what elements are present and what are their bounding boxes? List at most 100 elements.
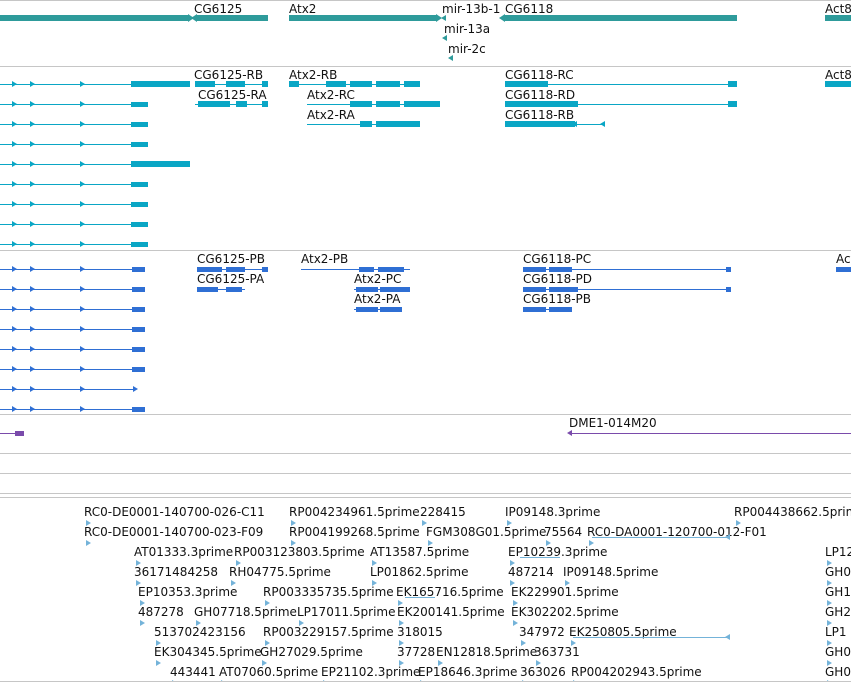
arrow-right-icon	[12, 326, 17, 332]
est-label: EP21102.3prime	[321, 665, 421, 679]
arrow-right-icon	[136, 560, 141, 566]
gene-label: Atx2	[289, 2, 317, 16]
est-label: 513702423156	[154, 625, 246, 639]
exon-block	[505, 101, 578, 107]
arrow-right-icon	[12, 366, 17, 372]
arrow-right-icon	[30, 81, 35, 87]
exon-block	[360, 121, 372, 127]
est-label: 75564	[544, 525, 583, 539]
arrow-right-icon	[80, 141, 85, 147]
arrow-right-icon	[12, 141, 17, 147]
arrow-right-icon	[12, 121, 17, 127]
exon-block	[131, 121, 148, 127]
arrow-right-icon	[86, 520, 91, 526]
track-divider	[0, 497, 851, 498]
transcript-label: CG6118-RC	[505, 68, 574, 82]
protein-label: CG6118-PC	[523, 252, 592, 266]
arrow-right-icon	[80, 241, 85, 247]
est-label: RP003335735.5prime	[263, 585, 394, 599]
arrow-right-icon	[12, 286, 17, 292]
track-divider	[0, 0, 851, 1]
gene-label: Act8	[825, 2, 851, 16]
arrow-right-icon	[231, 580, 236, 586]
arrow-left-icon	[567, 430, 572, 436]
est-label: GH27029.5prime	[260, 645, 363, 659]
exon-block	[404, 101, 440, 107]
arrow-right-icon	[156, 660, 161, 666]
exon-block	[505, 121, 575, 127]
arrow-right-icon	[136, 580, 141, 586]
transcript-label: CG6125-RB	[194, 68, 264, 82]
exon-block	[726, 286, 731, 292]
est-label: RC0-DE0001-140700-026-C11	[84, 505, 265, 519]
exon-block	[404, 81, 420, 87]
exon-block	[549, 286, 578, 292]
exon-block	[350, 101, 372, 107]
transcript-label: Atx2-RA	[307, 108, 355, 122]
exon-block	[262, 266, 268, 272]
exon-block	[131, 141, 148, 147]
est-label: EK229901.5prime	[511, 585, 619, 599]
exon-block	[198, 101, 230, 107]
exon-block	[131, 201, 148, 207]
est-label: 347972	[519, 625, 565, 639]
track-divider	[0, 493, 851, 494]
intron-line	[523, 309, 572, 310]
arrow-right-icon	[30, 266, 35, 272]
est-label: 228415	[420, 505, 466, 519]
gene-label: CG6125	[194, 2, 243, 16]
intron-line	[0, 104, 148, 105]
est-label: EK165716.5prime	[396, 585, 504, 599]
est-label: EK250805.5prime	[569, 625, 677, 639]
transcript-label: Atx2-RC	[307, 88, 355, 102]
exon-block	[380, 286, 410, 292]
intron-line	[0, 124, 148, 125]
est-label: RC0-DA0001-120700-012-F01	[587, 525, 767, 539]
exon-block	[326, 81, 346, 87]
arrow-right-icon	[521, 640, 526, 646]
exon-block	[132, 286, 145, 292]
arrow-right-icon	[80, 221, 85, 227]
arrow-right-icon	[80, 346, 85, 352]
gene-label: mir-13b-1	[442, 2, 501, 16]
exon-block	[356, 286, 378, 292]
arrow-right-icon	[507, 520, 512, 526]
arrow-right-icon	[399, 620, 404, 626]
exon-block	[262, 81, 268, 87]
intron-line	[0, 244, 148, 245]
arrow-right-icon	[30, 181, 35, 187]
est-label: GH0	[825, 665, 851, 679]
est-label: GH0	[825, 565, 851, 579]
est-label: AT01333.3prime	[134, 545, 234, 559]
arrow-left-icon	[725, 634, 730, 640]
intron-line	[0, 389, 135, 390]
exon-block	[376, 81, 400, 87]
arrow-right-icon	[80, 121, 85, 127]
arrow-right-icon	[30, 306, 35, 312]
exon-block	[131, 101, 148, 107]
intron-line	[0, 433, 20, 434]
est-label: 487214	[508, 565, 554, 579]
exon-block	[132, 346, 145, 352]
protein-label: Atx2-PB	[301, 252, 349, 266]
exon-block	[728, 81, 737, 87]
est-label: RP003123803.5prime	[234, 545, 365, 559]
est-label: RP004438662.5prime	[734, 505, 851, 519]
intron-line	[405, 597, 435, 598]
est-label: IP09148.3prime	[505, 505, 601, 519]
arrow-right-icon	[12, 266, 17, 272]
exon-block	[226, 81, 245, 87]
arrow-right-icon	[12, 181, 17, 187]
arrow-right-icon	[513, 600, 518, 606]
intron-line	[0, 349, 145, 350]
exon-block	[726, 266, 731, 272]
track-divider	[0, 453, 851, 454]
est-label: 487278	[138, 605, 184, 619]
arrow-right-icon	[399, 660, 404, 666]
est-label: FGM308G01.5prime	[426, 525, 547, 539]
est-label: RP004199268.5prime	[289, 525, 420, 539]
arrow-right-icon	[80, 181, 85, 187]
arrow-right-icon	[80, 161, 85, 167]
arrow-right-icon	[372, 580, 377, 586]
arrow-right-icon	[86, 540, 91, 546]
